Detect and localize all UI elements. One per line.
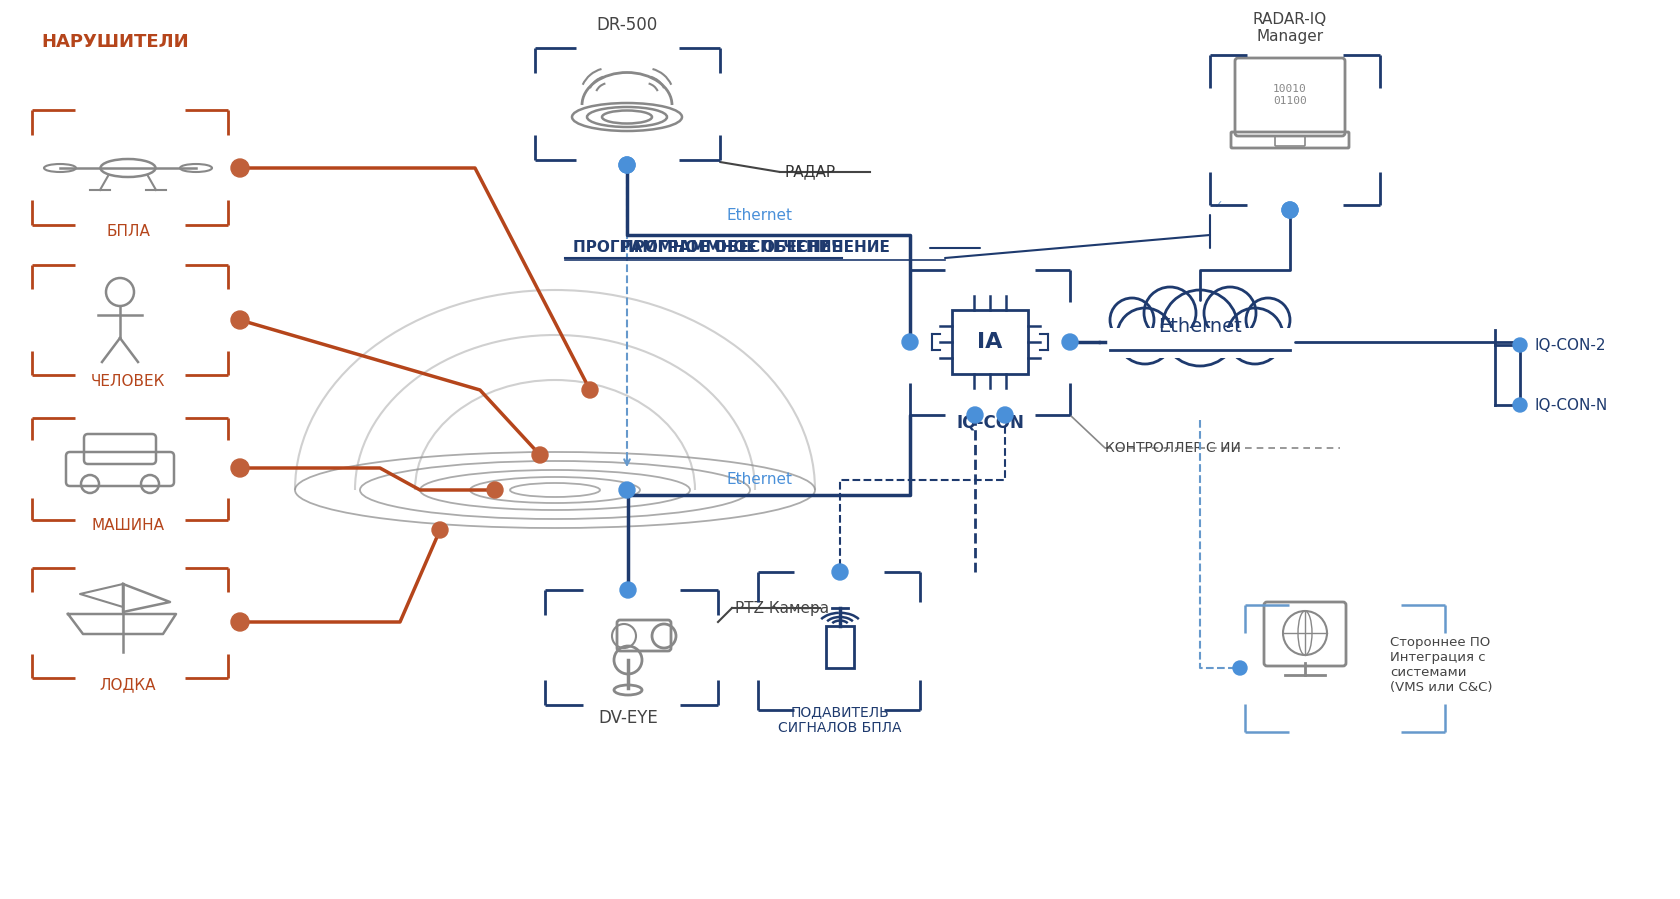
Circle shape	[618, 157, 635, 173]
Text: НАРУШИТЕЛИ: НАРУШИТЕЛИ	[42, 33, 188, 51]
Circle shape	[1282, 202, 1299, 218]
Text: Ethernet: Ethernet	[727, 473, 793, 487]
Text: БПЛА: БПЛА	[106, 225, 150, 239]
Circle shape	[581, 382, 598, 398]
Circle shape	[1163, 290, 1238, 366]
Circle shape	[1226, 308, 1284, 364]
Circle shape	[1514, 398, 1527, 412]
Circle shape	[996, 407, 1013, 423]
Text: IQ-CON: IQ-CON	[956, 413, 1023, 431]
Circle shape	[1205, 287, 1257, 339]
Circle shape	[1282, 202, 1299, 218]
Text: DV-EYE: DV-EYE	[598, 709, 659, 727]
Text: РАДАР: РАДАР	[785, 165, 837, 180]
Circle shape	[1514, 338, 1527, 352]
Text: Ethernet: Ethernet	[1158, 316, 1242, 335]
Circle shape	[232, 159, 249, 177]
Circle shape	[232, 613, 249, 631]
Circle shape	[432, 522, 449, 538]
Circle shape	[487, 482, 502, 498]
Circle shape	[1062, 334, 1079, 350]
Circle shape	[1247, 298, 1290, 342]
Circle shape	[1233, 661, 1247, 675]
Circle shape	[618, 482, 635, 498]
Circle shape	[968, 407, 983, 423]
Text: ЛОДКА: ЛОДКА	[99, 678, 156, 692]
FancyBboxPatch shape	[1110, 328, 1290, 358]
Text: IQ-CON-2: IQ-CON-2	[1536, 337, 1606, 352]
Circle shape	[533, 447, 548, 463]
Text: DR-500: DR-500	[596, 16, 657, 34]
Circle shape	[832, 564, 848, 580]
Text: КОНТРОЛЛЕР С ИИ: КОНТРОЛЛЕР С ИИ	[1105, 441, 1242, 455]
Text: Ethernet: Ethernet	[727, 208, 793, 222]
Text: IA: IA	[978, 332, 1003, 352]
Text: PTZ Камера: PTZ Камера	[736, 601, 830, 616]
Text: МАШИНА: МАШИНА	[91, 519, 165, 533]
Circle shape	[1117, 308, 1173, 364]
Text: ЧЕЛОВЕК: ЧЕЛОВЕК	[91, 375, 165, 389]
Text: 10010
01100: 10010 01100	[1273, 85, 1307, 106]
Text: ✓: ✓	[1213, 200, 1223, 210]
Text: ПРОГРАММНОЕ ОБЕСПЕЧЕНИЕ: ПРОГРАММНОЕ ОБЕСПЕЧЕНИЕ	[620, 241, 889, 255]
Text: ПРОГРАММНОЕ ОБЕСПЕЧЕНИЕ: ПРОГРАММНОЕ ОБЕСПЕЧЕНИЕ	[573, 241, 842, 255]
Text: Стороннее ПО
Интеграция с
системами
(VMS или C&C): Стороннее ПО Интеграция с системами (VMS…	[1389, 636, 1492, 694]
Circle shape	[232, 311, 249, 329]
Circle shape	[618, 157, 635, 173]
Circle shape	[902, 334, 917, 350]
Text: IQ-CON-N: IQ-CON-N	[1536, 397, 1608, 413]
Text: RADAR-IQ
Manager: RADAR-IQ Manager	[1253, 12, 1327, 44]
Circle shape	[1144, 287, 1196, 339]
Circle shape	[620, 582, 637, 598]
Circle shape	[232, 459, 249, 477]
Circle shape	[1110, 298, 1154, 342]
Text: ПОДАВИТЕЛЬ
СИГНАЛОВ БПЛА: ПОДАВИТЕЛЬ СИГНАЛОВ БПЛА	[778, 705, 902, 735]
